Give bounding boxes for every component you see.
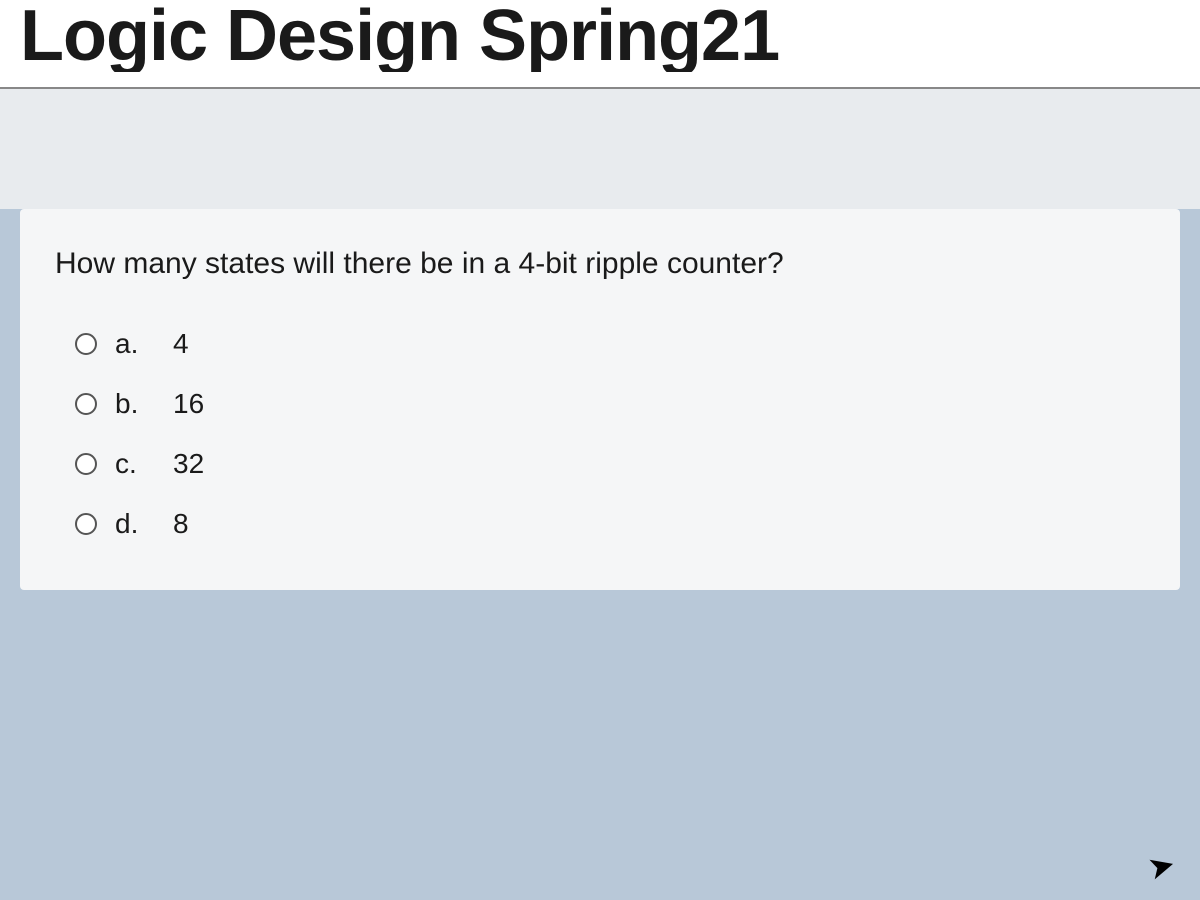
options-list: a. 4 b. 16 c. 32 d. 8 <box>55 328 1145 540</box>
option-value: 8 <box>165 508 189 540</box>
radio-button-c[interactable] <box>75 453 97 475</box>
option-letter: c. <box>115 448 147 480</box>
cursor-icon: ➤ <box>1144 844 1180 888</box>
option-value: 4 <box>165 328 189 360</box>
radio-button-b[interactable] <box>75 393 97 415</box>
option-row-d[interactable]: d. 8 <box>75 508 1145 540</box>
option-value: 32 <box>165 448 204 480</box>
option-letter: b. <box>115 388 147 420</box>
radio-button-d[interactable] <box>75 513 97 535</box>
radio-button-a[interactable] <box>75 333 97 355</box>
question-prompt: How many states will there be in a 4-bit… <box>55 244 1145 283</box>
option-letter: d. <box>115 508 147 540</box>
option-value: 16 <box>165 388 204 420</box>
header-area: Logic Design Spring21 <box>0 0 1200 89</box>
option-row-a[interactable]: a. 4 <box>75 328 1145 360</box>
option-letter: a. <box>115 328 147 360</box>
question-card: How many states will there be in a 4-bit… <box>20 209 1180 590</box>
option-row-c[interactable]: c. 32 <box>75 448 1145 480</box>
page-container: Logic Design Spring21 How many states wi… <box>0 0 1200 900</box>
header-spacer <box>0 89 1200 209</box>
option-row-b[interactable]: b. 16 <box>75 388 1145 420</box>
course-title: Logic Design Spring21 <box>20 0 1180 72</box>
